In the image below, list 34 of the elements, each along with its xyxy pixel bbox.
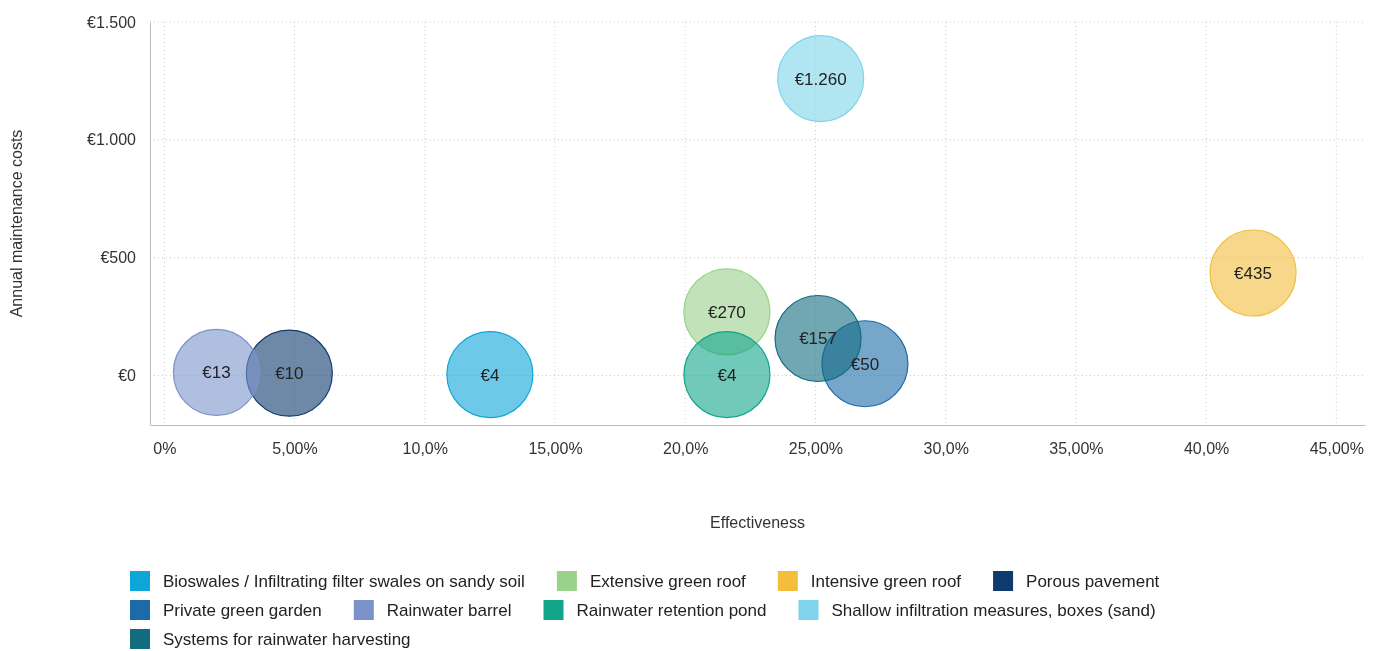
data-label: €435 bbox=[1234, 263, 1272, 283]
data-label: €4 bbox=[717, 365, 737, 385]
data-label: €50 bbox=[850, 354, 880, 374]
legend-label: Rainwater barrel bbox=[386, 600, 512, 620]
data-label: €10 bbox=[275, 364, 304, 384]
data-label: €4 bbox=[480, 365, 500, 385]
y-tick-label: €0 bbox=[118, 367, 137, 385]
legend-label: Private green garden bbox=[163, 600, 322, 620]
y-tick-label: €1.000 bbox=[87, 131, 137, 149]
x-tick-label: 10,0% bbox=[402, 440, 448, 458]
data-label: €157 bbox=[799, 329, 837, 349]
x-tick-label: 35,00% bbox=[1049, 440, 1104, 458]
legend-label: Bioswales / Infiltrating filter swales on sandy soil bbox=[163, 571, 525, 591]
x-tick-label: 40,0% bbox=[1183, 440, 1230, 458]
legend-label: Shallow infiltration measures, boxes (sand) bbox=[831, 600, 1156, 620]
data-label: €13 bbox=[202, 363, 231, 383]
x-tick-label: 5,00% bbox=[272, 440, 318, 458]
legend-label: Porous pavement bbox=[1026, 571, 1160, 591]
x-tick-label: 45,00% bbox=[1309, 440, 1364, 458]
legend-label: Extensive green roof bbox=[589, 571, 747, 591]
data-label: €1.260 bbox=[794, 69, 847, 89]
x-axis-title: Effectiveness bbox=[710, 514, 805, 531]
legend-label: Systems for rainwater harvesting bbox=[163, 629, 411, 649]
y-tick-label: €500 bbox=[100, 249, 137, 267]
x-tick-label: 30,0% bbox=[923, 440, 969, 458]
y-axis-title: Annual maintenance costs bbox=[8, 129, 25, 318]
x-tick-label: 15,00% bbox=[528, 440, 583, 458]
y-tick-label: €1.500 bbox=[87, 13, 137, 31]
x-tick-label: 25,00% bbox=[788, 440, 844, 458]
x-tick-label: 0% bbox=[153, 440, 177, 458]
x-tick-label: 20,0% bbox=[663, 440, 709, 458]
legend-label: Intensive green roof bbox=[810, 571, 962, 591]
data-label: €270 bbox=[707, 302, 746, 322]
legend-label: Rainwater retention pond bbox=[576, 600, 767, 620]
